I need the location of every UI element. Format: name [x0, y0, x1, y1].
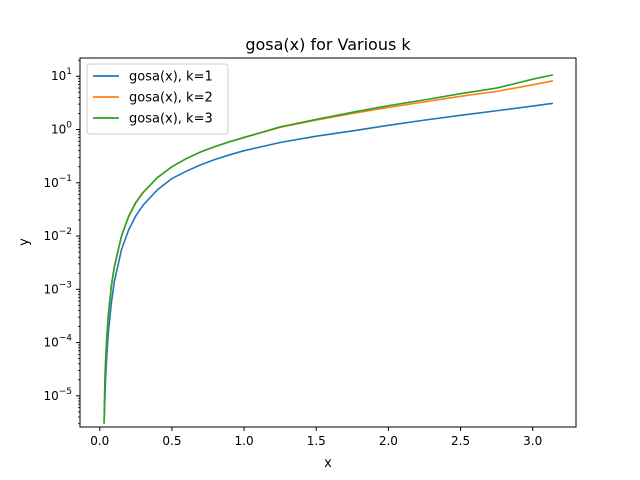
y-tick-exponent: −1 [59, 174, 72, 184]
series-line-k1 [103, 102, 554, 424]
x-tick-label: 0.5 [162, 434, 181, 448]
y-tick-base: 10 [51, 69, 66, 83]
series-line-k3 [103, 74, 554, 424]
y-tick-exponent: 0 [66, 121, 72, 131]
x-tick-label: 1.5 [307, 434, 326, 448]
y-tick-base: 10 [43, 389, 58, 403]
x-tick-label: 1.0 [235, 434, 254, 448]
x-axis-label: x [324, 456, 332, 471]
legend: gosa(x), k=1 gosa(x), k=2 gosa(x), k=3 [86, 63, 229, 135]
legend-label-k1: gosa(x), k=1 [129, 70, 213, 85]
y-axis-label: y [17, 238, 32, 246]
y-tick-exponent: −5 [59, 387, 72, 397]
y-tick-label: 10−4 [43, 334, 72, 350]
y-tick-exponent: −4 [59, 334, 73, 344]
y-tick-label: 100 [51, 121, 72, 137]
y-tick-label: 10−1 [43, 174, 72, 190]
y-tick-label: 10−5 [43, 387, 72, 403]
x-tick-label: 3.0 [523, 434, 542, 448]
y-tick-exponent: −2 [59, 227, 72, 237]
y-tick-base: 10 [43, 282, 58, 296]
series-layer [103, 74, 554, 424]
x-tick-label: 2.5 [451, 434, 470, 448]
y-tick-exponent: 1 [66, 67, 72, 77]
x-tick-label: 0.0 [90, 434, 109, 448]
y-tick-base: 10 [43, 336, 58, 350]
legend-box [86, 63, 229, 135]
plot-area-frame [79, 57, 577, 428]
y-tick-label: 10−3 [43, 280, 72, 296]
x-ticks: 0.0 0.5 1.0 1.5 2.0 2.5 3.0 [90, 427, 542, 448]
y-tick-label: 101 [51, 67, 72, 83]
legend-label-k3: gosa(x), k=3 [129, 112, 213, 127]
y-tick-label: 10−2 [43, 227, 72, 243]
legend-label-k2: gosa(x), k=2 [129, 91, 213, 106]
y-tick-base: 10 [51, 123, 66, 137]
y-tick-exponent: −3 [59, 280, 72, 290]
x-tick-label: 2.0 [379, 434, 398, 448]
chart-title: gosa(x) for Various k [245, 35, 411, 54]
y-tick-base: 10 [43, 176, 58, 190]
y-tick-base: 10 [43, 229, 58, 243]
